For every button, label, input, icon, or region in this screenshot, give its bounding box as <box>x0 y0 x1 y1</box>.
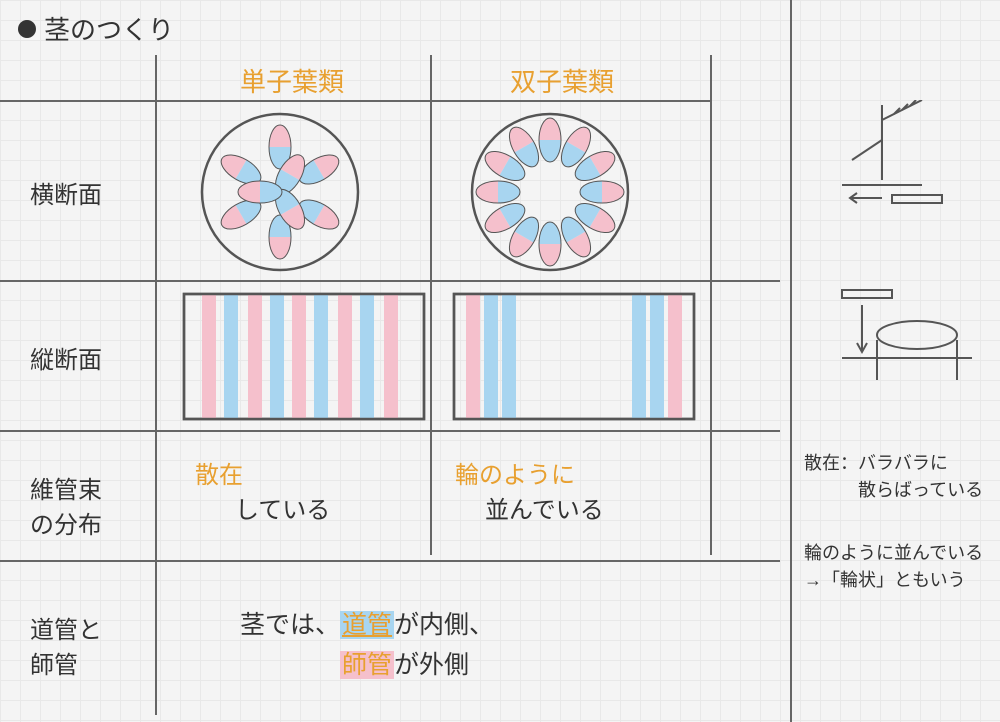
bottom-xylem: 道管 <box>340 611 394 639</box>
bottom-prefix: 茎では、 <box>240 611 340 639</box>
vline-1 <box>155 55 157 715</box>
n2-line2: →「輪状」ともいう <box>804 567 983 594</box>
col-header-monocot: 単子葉類 <box>240 62 344 99</box>
bottom-xylem-after: が内側、 <box>394 611 494 639</box>
hline-1 <box>0 280 780 282</box>
dist-mono: 散在 している <box>195 455 330 525</box>
r3-line2: の分布 <box>30 505 102 540</box>
n1-line1: 散在：バラバラに <box>804 450 983 477</box>
dist-di-black: 並んでいる <box>485 497 604 524</box>
r3-line1: 維管束 <box>30 470 102 505</box>
title-text: 茎のつくり <box>44 10 174 47</box>
vline-3 <box>710 55 712 555</box>
bottom-phloem: 師管 <box>340 651 394 679</box>
row-header-longitudinal: 縦断面 <box>30 340 102 375</box>
cross-section-dicot <box>460 110 640 275</box>
dist-di: 輪のように 並んでいる <box>455 455 604 525</box>
dist-mono-orange: 散在 <box>195 462 243 489</box>
n2-line1: 輪のように並んでいる <box>804 540 983 567</box>
note-text-1: 散在：バラバラに 散らばっている <box>804 450 983 504</box>
row-header-distribution: 維管束 の分布 <box>30 470 102 540</box>
hline-3 <box>0 560 780 562</box>
hline-2 <box>0 430 780 432</box>
note-sketch-cross <box>822 100 972 230</box>
section-title: 茎のつくり <box>18 10 174 47</box>
vline-2 <box>430 55 432 555</box>
dist-di-orange: 輪のように <box>455 462 575 489</box>
longitudinal-monocot <box>180 290 430 425</box>
notes-panel: 散在：バラバラに 散らばっている 輪のように並んでいる →「輪状」ともいう <box>790 0 1000 722</box>
n1-line2: 散らばっている <box>804 477 983 504</box>
bottom-vessel-text: 茎では、道管が内側、 茎では、師管が外側 <box>240 605 494 685</box>
cross-section-monocot <box>190 110 370 275</box>
r4-line1: 道管と <box>30 610 102 645</box>
row-header-cross: 横断面 <box>30 175 102 210</box>
hline-0 <box>0 100 710 102</box>
row-header-vessels: 道管と 師管 <box>30 610 102 680</box>
r4-line2: 師管 <box>30 645 102 680</box>
longitudinal-dicot <box>450 290 700 425</box>
bottom-phloem-after: が外側 <box>394 651 469 679</box>
note-sketch-long <box>822 280 972 420</box>
dist-mono-black: している <box>235 497 330 524</box>
note-text-2: 輪のように並んでいる →「輪状」ともいう <box>804 540 983 594</box>
col-header-dicot: 双子葉類 <box>510 62 614 99</box>
